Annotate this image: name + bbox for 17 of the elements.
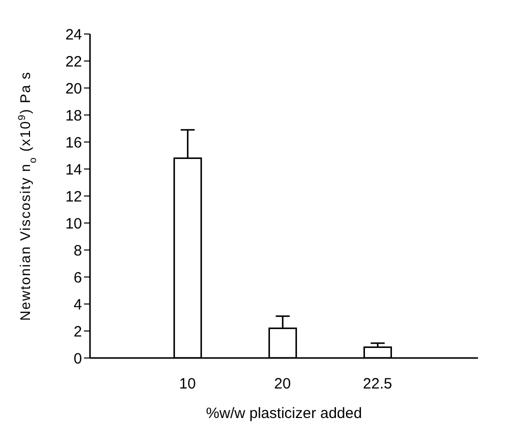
- y-tick-label: 12: [65, 188, 82, 206]
- y-tick-label: 14: [65, 161, 82, 178]
- y-tick-label: 20: [65, 80, 82, 98]
- y-tick-label: 24: [65, 26, 82, 44]
- y-tick-label: 18: [65, 107, 82, 124]
- x-axis-title: %w/w plasticizer added: [206, 405, 362, 422]
- y-tick-label: 4: [74, 296, 82, 314]
- y-tick-label: 16: [65, 134, 82, 152]
- y-tick-label: 2: [74, 323, 82, 340]
- x-tick-label: 22.5: [362, 376, 392, 393]
- y-tick-label: 8: [74, 242, 82, 260]
- x-tick-label: 10: [179, 376, 196, 393]
- y-tick-label: 22: [65, 53, 82, 70]
- x-tick-label: 20: [274, 376, 291, 393]
- y-tick-label: 6: [74, 269, 82, 286]
- y-tick-label: 10: [65, 215, 82, 232]
- y-tick-label: 0: [74, 350, 82, 368]
